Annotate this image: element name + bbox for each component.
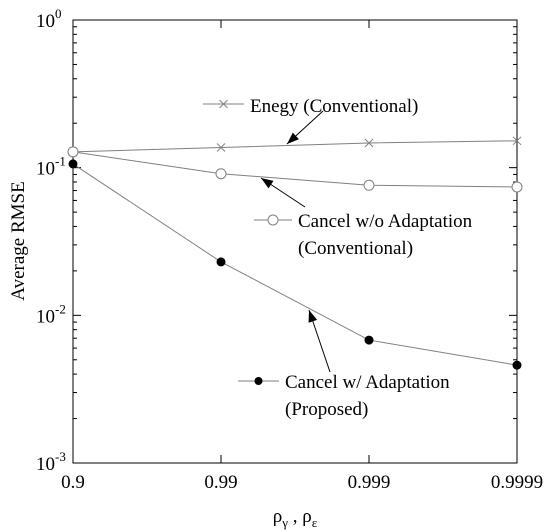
legend-label: Cancel w/ Adaptation: [285, 372, 450, 393]
x-marker-stroke: [512, 136, 522, 146]
legend-label: Enegy (Conventional): [250, 96, 418, 117]
data-point-open-circle: [215, 168, 227, 180]
data-point-x-marker: [216, 143, 226, 152]
series-lines: [72, 140, 518, 366]
data-point-filled-circle: [364, 335, 374, 345]
y-tick-label: 100: [36, 6, 62, 32]
legend-annotations: Enegy (Conventional) Cancel w/o Adaptatio…: [203, 96, 473, 420]
legend-entry: Enegy (Conventional): [203, 96, 418, 145]
y-tick-label-exponent: -2: [55, 301, 66, 316]
series-line: [72, 163, 518, 366]
data-point-open-circle: [363, 179, 375, 191]
y-tick-label-base: 10: [36, 454, 55, 475]
arrow-head: [287, 132, 299, 144]
y-tick-label-exponent: 0: [55, 6, 62, 21]
data-point-filled-circle: [216, 257, 226, 267]
legend-label: Cancel w/o Adaptation: [298, 211, 473, 232]
y-tick-label-base: 10: [36, 11, 55, 32]
x-tick-label: 0.999: [348, 472, 391, 493]
y-axis-label: Average RMSE: [8, 181, 29, 300]
series-line: [72, 151, 518, 188]
legend-entry: Cancel w/o Adaptation (Conventional): [254, 177, 473, 259]
arrow-head: [308, 310, 318, 323]
series-line: [72, 140, 518, 153]
x-tick-label: 0.99: [204, 472, 237, 493]
x-marker-stroke: [216, 143, 226, 152]
x-axis-label-sep: ,: [288, 506, 302, 527]
data-point-open-circle: [67, 146, 79, 158]
x-axis-label-sub2: ε: [312, 515, 318, 530]
y-tick-label-base: 10: [36, 159, 55, 180]
data-point-filled-circle: [68, 159, 78, 169]
legend-marker-filled-circle: [254, 377, 263, 385]
data-point-open-circle: [511, 181, 523, 193]
x-axis-label-rho1: ρ: [273, 506, 282, 527]
data-point-filled-circle: [512, 360, 522, 370]
data-point-x-marker: [512, 136, 522, 146]
data-point-x-marker: [364, 138, 374, 148]
legend-entry: Cancel w/ Adaptation (Proposed): [238, 309, 450, 420]
x-tick-label: 0.9: [61, 472, 85, 493]
plot-frame: [72, 19, 518, 464]
legend-marker-x: [219, 99, 228, 109]
y-tick-label: 10-2: [36, 301, 66, 327]
y-tick-label: 10-3: [36, 449, 66, 475]
x-axis-label: ργ , ρε: [273, 506, 318, 530]
legend-marker-open-circle: [267, 214, 279, 226]
legend-label: (Proposed): [285, 399, 368, 420]
legend-label: (Conventional): [298, 238, 413, 259]
series-markers: [67, 136, 523, 370]
y-tick-label-exponent: -1: [55, 154, 66, 169]
x-axis-label-sub1: γ: [281, 515, 288, 530]
y-tick-label-base: 10: [36, 306, 55, 327]
x-axis-label-rho2: ρ: [302, 506, 311, 527]
y-tick-label-exponent: -3: [55, 449, 66, 464]
y-tick-label: 10-1: [36, 154, 66, 180]
x-tick-label: 0.9999: [491, 472, 543, 493]
arrow-head: [261, 178, 274, 189]
x-marker-stroke: [364, 138, 374, 148]
